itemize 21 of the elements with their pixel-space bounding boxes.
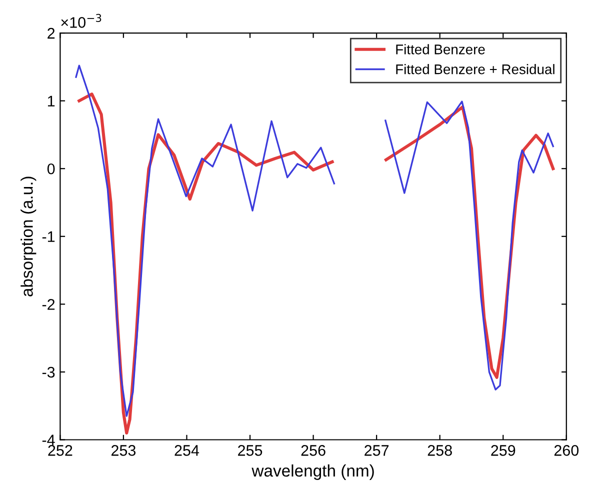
text: ×10$^{−3}$ <box>61 14 102 28</box>
x-tick-label: 252 <box>48 445 72 456</box>
x-tick-label: 253 <box>111 445 136 456</box>
x-tick-label: 257 <box>364 445 389 456</box>
y-tick-label: -1 <box>42 231 55 242</box>
x-tick-label: 256 <box>301 445 326 456</box>
x-axis-title: wavelength (nm) <box>252 464 374 480</box>
x-tick-label: 255 <box>238 445 262 456</box>
y-axis-title: absorption (a.u.) <box>20 176 36 296</box>
x-tick-label: 260 <box>554 445 579 456</box>
y-tick-label: -3 <box>42 366 55 378</box>
y-tick-label: 2 <box>48 28 55 39</box>
y-tick-label: 0 <box>47 163 55 174</box>
x-tick-label: 254 <box>174 445 200 456</box>
y-tick-label: 1 <box>48 96 55 106</box>
legend-label: Fitted Benzere <box>396 44 485 54</box>
x-tick-label: 259 <box>491 445 516 456</box>
y-tick-label: -2 <box>42 299 55 310</box>
legend-label: Fitted Benzere + Residual <box>396 64 554 74</box>
y-tick-label: -4 <box>42 434 55 446</box>
x-tick-label: 258 <box>428 445 452 456</box>
